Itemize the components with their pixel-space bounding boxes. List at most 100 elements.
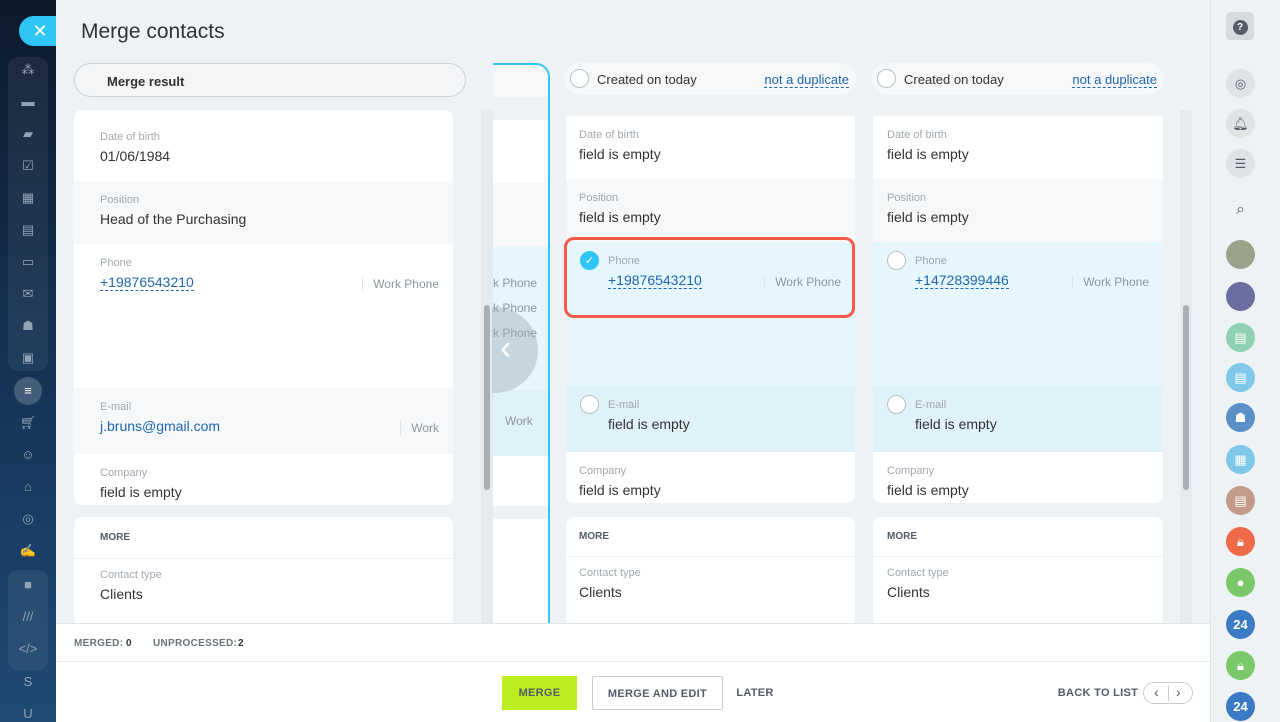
user-icon[interactable]: ● <box>1226 568 1255 597</box>
field-label: Date of birth <box>579 129 639 141</box>
chat-icon[interactable]: ▰ <box>23 126 33 141</box>
funnel-icon[interactable]: ≡ <box>14 377 42 405</box>
duplicate-header: Created on today not a duplicate <box>564 63 856 95</box>
phone-link[interactable]: +19876543210 <box>100 274 194 291</box>
avatar[interactable] <box>1226 240 1255 269</box>
contact-card-icon[interactable]: ▤ <box>1226 323 1255 352</box>
field-dob: Date of birth field is empty <box>873 116 1163 179</box>
field-value: field is empty <box>915 416 997 432</box>
back-to-list-button[interactable]: BACK TO LIST <box>1057 687 1139 699</box>
email-radio[interactable] <box>887 395 906 414</box>
scrollbar-thumb[interactable] <box>484 305 490 490</box>
phone-link[interactable]: +14728399446 <box>915 272 1009 289</box>
bitrix24-icon[interactable]: 24 <box>1226 610 1255 639</box>
calendar-icon[interactable]: ▦ <box>21 190 35 205</box>
merge-result-header: Merge result <box>74 63 466 97</box>
robot-icon[interactable]: ☺ <box>21 447 35 462</box>
field-label: E-mail <box>100 401 132 413</box>
sign-icon[interactable]: ✍ <box>19 543 37 558</box>
close-icon[interactable]: ✕ <box>19 16 61 46</box>
field-label: Contact type <box>887 567 949 579</box>
field-label: Phone <box>608 255 640 267</box>
created-label: Created on today <box>904 72 1004 87</box>
duplicate-column: Date of birth field is empty Position fiel… <box>873 110 1163 503</box>
cart-icon[interactable]: 🛒︎ <box>19 415 37 430</box>
mail-icon[interactable]: ✉ <box>22 286 34 301</box>
contacts-icon[interactable]: ▣ <box>21 350 35 365</box>
feed-icon[interactable]: ▬ <box>21 94 35 109</box>
select-all-radio[interactable] <box>570 69 589 88</box>
contact-card-icon[interactable]: ▤ <box>1226 363 1255 392</box>
sidebar-item-u[interactable]: U <box>23 706 33 721</box>
field-value: field is empty <box>579 209 661 225</box>
bell-icon[interactable]: 🔔︎ <box>1226 109 1255 138</box>
email-link[interactable]: j.bruns@gmail.com <box>100 418 221 434</box>
lock-icon[interactable]: 🔒︎ <box>1226 651 1255 680</box>
scrollbar-thumb[interactable] <box>1183 305 1189 490</box>
box-icon[interactable]: ■ <box>24 577 32 592</box>
field-label: Company <box>100 467 148 479</box>
field-label: Date of birth <box>887 129 947 141</box>
search-icon[interactable]: ⌕ <box>1236 201 1245 218</box>
dev-icon[interactable]: </> <box>18 641 38 656</box>
page-title: Merge contacts <box>81 20 225 43</box>
groups-icon[interactable]: ☗ <box>22 318 34 333</box>
group-chat-icon[interactable]: ☗ <box>1226 403 1255 432</box>
field-label: Position <box>100 194 140 206</box>
merged-label: MERGED: <box>74 638 124 649</box>
not-duplicate-link[interactable]: not a duplicate <box>764 72 849 88</box>
field-dob: Date of birth field is empty <box>566 116 855 179</box>
crm-icon[interactable]: ⁂ <box>21 62 35 77</box>
merge-and-edit-button[interactable]: MERGE AND EDIT <box>592 676 723 710</box>
marketplace-icon[interactable]: /// <box>22 609 34 624</box>
scrollbar-track[interactable] <box>1180 110 1192 625</box>
field-value: field is empty <box>579 146 661 162</box>
phone-type: k Phone <box>493 301 538 315</box>
merge-result-column: Date of birth 01/06/1984 Position Head of … <box>74 110 453 505</box>
not-duplicate-link[interactable]: not a duplicate <box>1072 72 1157 88</box>
field-label: E-mail <box>915 399 947 411</box>
bitrix24-icon[interactable]: 24 <box>1226 692 1255 721</box>
avatar[interactable] <box>1226 282 1255 311</box>
duplicate-header: Created on today not a duplicate <box>871 63 1164 95</box>
phone-type: Work Phone <box>764 275 841 289</box>
more-label: MORE <box>873 517 1163 557</box>
phone-link[interactable]: +19876543210 <box>608 272 702 289</box>
docs-icon[interactable]: ▤ <box>21 222 35 237</box>
created-label: Created on today <box>597 72 697 87</box>
field-value: field is empty <box>579 482 661 498</box>
copilot-icon[interactable]: ◎ <box>1226 69 1255 98</box>
field-label: Phone <box>100 257 132 269</box>
field-label: Position <box>579 192 619 204</box>
select-all-radio[interactable] <box>877 69 896 88</box>
sidebar-item-s[interactable]: S <box>23 674 33 689</box>
field-value: field is empty <box>887 146 969 162</box>
field-value: field is empty <box>608 416 690 432</box>
merge-button[interactable]: MERGE <box>502 676 577 710</box>
field-value: field is empty <box>887 209 969 225</box>
store-icon[interactable]: ⌂ <box>24 479 32 494</box>
phone-radio-selected[interactable]: ✓ <box>580 251 599 270</box>
contact-card-icon[interactable]: ▤ <box>1226 486 1255 515</box>
next-icon[interactable]: › <box>1176 684 1181 700</box>
prev-icon[interactable]: ‹ <box>1154 684 1159 700</box>
email-radio[interactable] <box>580 395 599 414</box>
field-position: Position field is empty <box>873 179 1163 242</box>
calendar-icon[interactable]: ▦ <box>1226 445 1255 474</box>
drive-icon[interactable]: ▭ <box>21 254 35 269</box>
scrollbar-track[interactable] <box>481 110 493 625</box>
chat-icon[interactable]: ☰ <box>1226 149 1255 178</box>
field-email: E-mail j.bruns@gmail.com Work <box>74 388 453 454</box>
footer: MERGED: 0 UNPROCESSED: 2 MERGE MERGE AND… <box>56 623 1210 722</box>
more-section: MORE Contact type Clients <box>566 517 855 627</box>
duplicate-column: Date of birth field is empty Position fiel… <box>566 110 855 503</box>
field-label: Contact type <box>100 569 162 581</box>
right-sidebar: ? ◎ 🔔︎ ☰ ⌕ ▤ ▤ ☗ ▦ ▤ 🔒︎ ● 24 🔒︎ 24 <box>1210 0 1280 722</box>
tasks-icon[interactable]: ☑ <box>22 158 34 173</box>
phone-radio[interactable] <box>887 251 906 270</box>
later-button[interactable]: LATER <box>736 687 774 699</box>
target-icon[interactable]: ◎ <box>22 511 34 526</box>
field-label: Contact type <box>579 567 641 579</box>
help-icon[interactable]: ? <box>1232 20 1248 35</box>
lock-icon[interactable]: 🔒︎ <box>1226 527 1255 556</box>
